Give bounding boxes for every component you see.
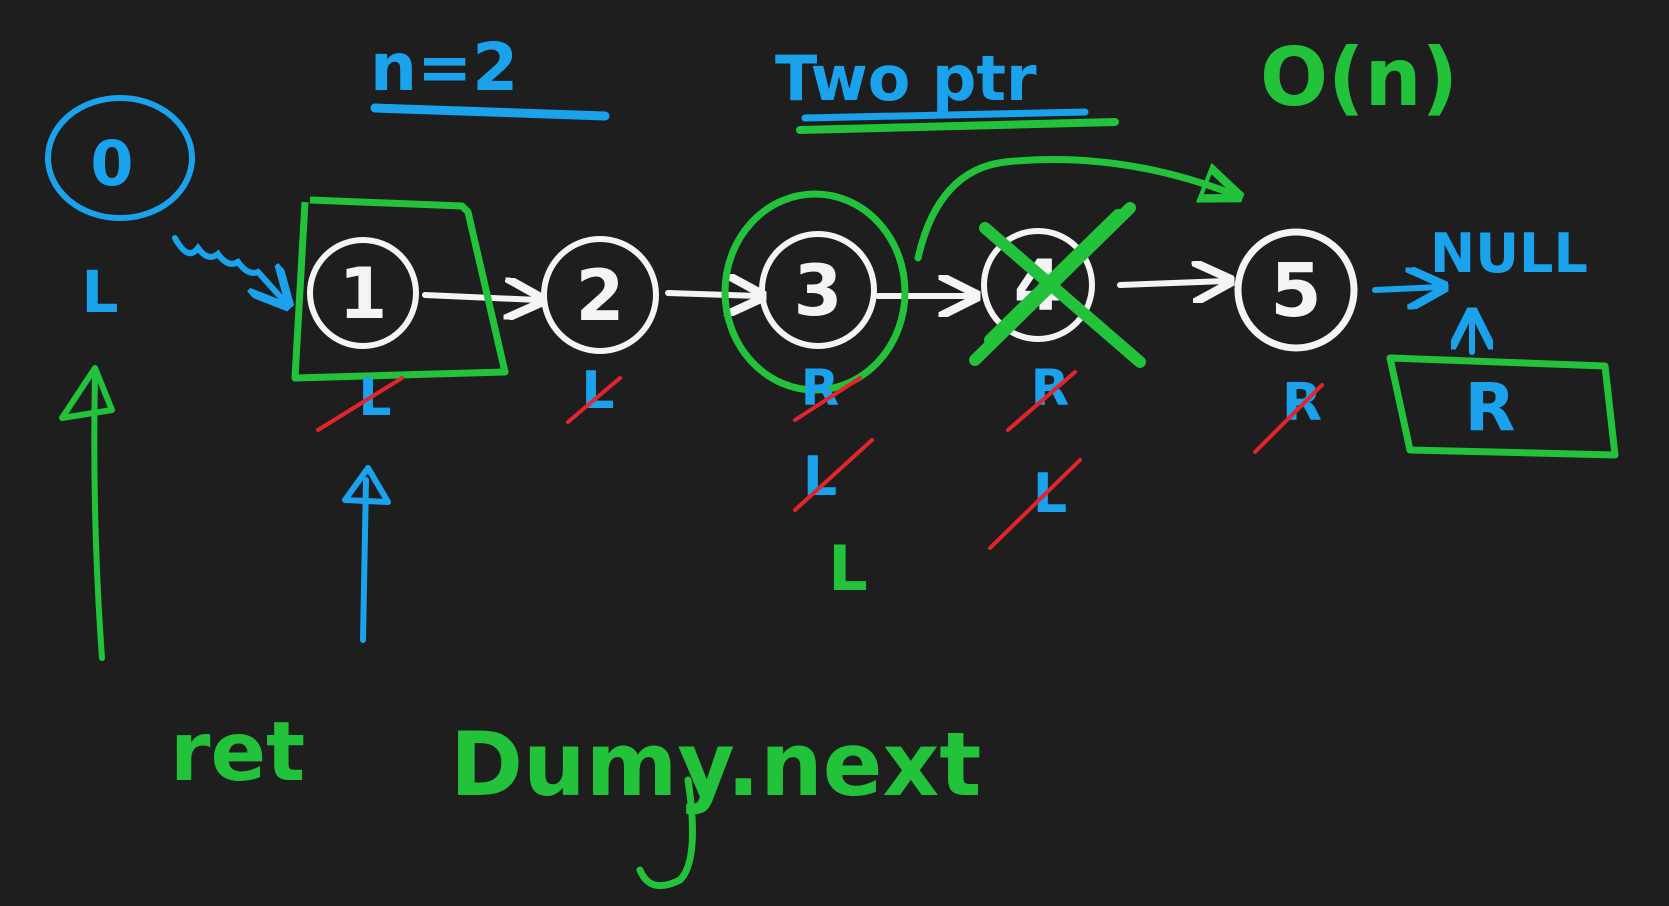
list-node-2: 2 <box>541 236 659 354</box>
node-1-highlight-box <box>291 196 509 382</box>
arrow-4-to-5 <box>1117 281 1226 285</box>
strike-under-node-5 <box>1253 383 1324 454</box>
up-arrow-to-node-1 <box>360 477 369 643</box>
method-label: Two ptr <box>775 42 1037 115</box>
up-arrow-to-node-1-head <box>342 465 391 505</box>
strike-under-node-4-l <box>988 458 1082 550</box>
up-arrow-to-dummy-head <box>59 365 115 421</box>
pointer-under-node-3-r: R <box>801 359 840 417</box>
node-3-highlight-circle <box>721 190 909 394</box>
list-node-1: 1 <box>307 237 419 349</box>
node-4-delete-mark <box>969 202 1146 368</box>
dummy-pointer-label: L <box>82 258 119 326</box>
node-5-value: 5 <box>1270 248 1322 334</box>
dummy-node-value: 0 <box>90 127 133 200</box>
strike-under-node-1 <box>316 376 404 432</box>
list-node-5: 5 <box>1234 228 1358 352</box>
dummy-next-arrow <box>172 235 285 302</box>
arrow-5-to-null <box>1372 287 1440 290</box>
strike-under-node-3-l <box>793 438 874 512</box>
node-1-value: 1 <box>339 253 388 335</box>
arrow-2-to-3 <box>665 293 758 296</box>
pointer-under-node-1: L <box>358 368 391 428</box>
pointer-under-node-4-l: L <box>1033 462 1067 525</box>
return-expression: Dumy.next <box>450 713 981 816</box>
n-value-label: n=2 <box>370 29 518 106</box>
pointer-under-node-4-r: R <box>1031 359 1070 417</box>
n-underline <box>370 103 610 121</box>
skip-arrow-3-to-5 <box>914 156 1235 262</box>
node-3-value: 3 <box>794 250 843 332</box>
arrow-1-to-2 <box>422 295 538 300</box>
pointer-under-null: R <box>1465 369 1516 446</box>
method-underline-blue <box>801 108 1089 122</box>
up-arrow-to-dummy <box>91 372 105 661</box>
dummy-node: 0 <box>45 95 195 221</box>
strike-under-node-4-r <box>1006 370 1077 432</box>
strike-under-node-3-r <box>793 376 862 422</box>
pointer-under-node-3-final: L <box>828 532 868 605</box>
list-node-3: 3 <box>759 231 877 349</box>
strike-under-node-2 <box>566 376 622 424</box>
node-2-value: 2 <box>576 255 625 337</box>
method-underline-green <box>796 118 1119 134</box>
null-label: NULL <box>1430 222 1588 285</box>
pointer-under-node-2: L <box>581 361 614 421</box>
final-r-highlight-box <box>1386 354 1619 459</box>
return-expression-descender <box>636 776 696 890</box>
return-keyword: ret <box>170 705 305 800</box>
complexity-label: O(n) <box>1260 31 1458 124</box>
